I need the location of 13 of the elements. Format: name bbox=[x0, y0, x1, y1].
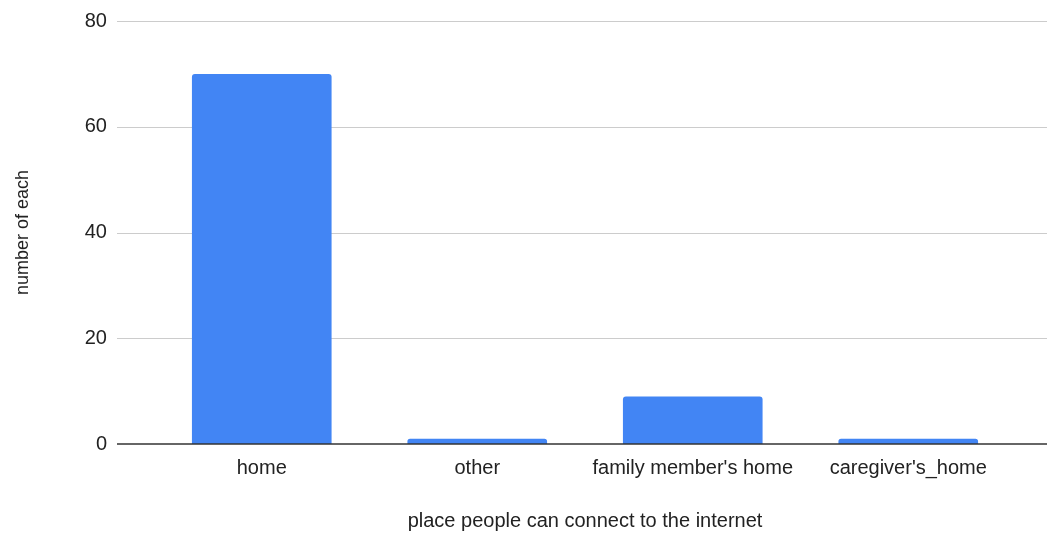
x-axis-title: place people can connect to the internet bbox=[407, 508, 763, 531]
y-tick-label: 40 bbox=[84, 220, 107, 243]
y-axis-title: number of each bbox=[11, 169, 32, 296]
y-tick-label: 0 bbox=[95, 431, 107, 454]
y-tick-label: 80 bbox=[84, 8, 107, 31]
bar bbox=[191, 73, 332, 444]
x-tick-label: caregiver's_home bbox=[829, 455, 987, 479]
y-tick-label: 60 bbox=[84, 114, 107, 137]
x-tick-label: family member's home bbox=[592, 455, 794, 478]
x-tick-label: home bbox=[236, 455, 287, 478]
y-tick-label: 20 bbox=[84, 325, 107, 348]
bar bbox=[622, 396, 763, 444]
x-tick-label: other bbox=[454, 455, 501, 478]
